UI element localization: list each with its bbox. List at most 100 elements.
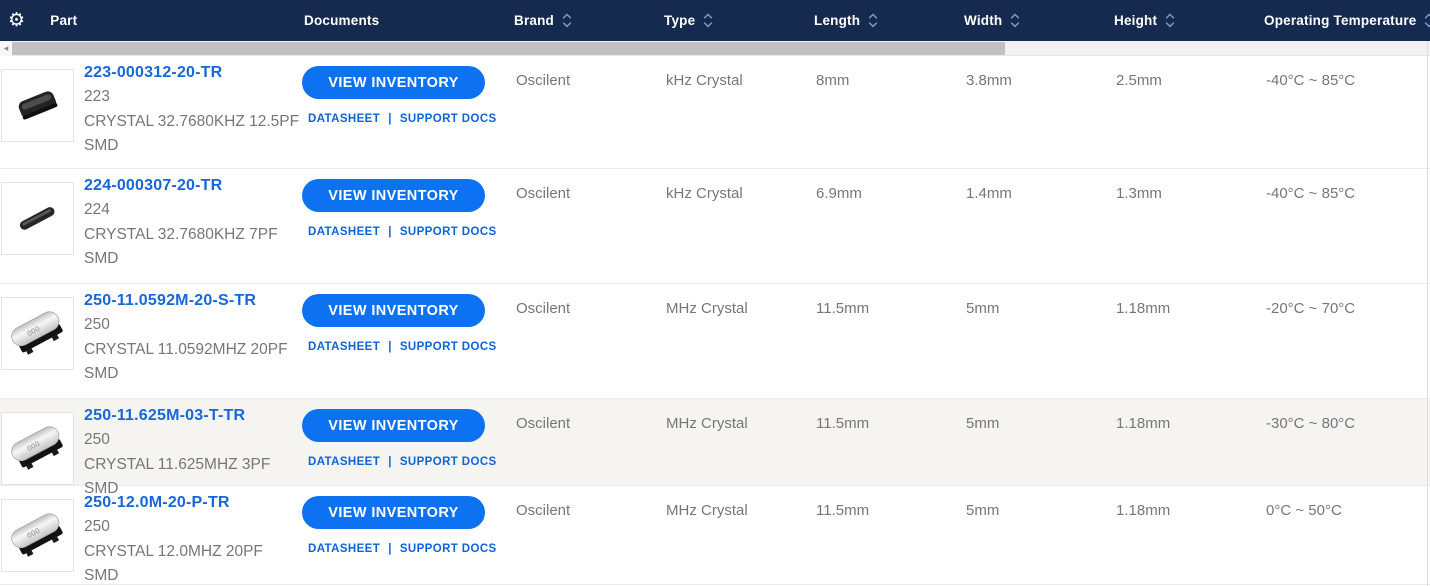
sort-arrows-icon [1164, 12, 1176, 29]
scroll-left-arrow-icon[interactable]: ◂ [0, 41, 12, 56]
horizontal-scrollbar-thumb[interactable] [12, 42, 1005, 55]
column-header-documents: Documents [300, 13, 510, 28]
view-inventory-button[interactable]: VIEW INVENTORY [302, 294, 485, 327]
column-header-label: Documents [304, 13, 380, 28]
part-number-link[interactable]: 250-11.625M-03-T-TR [84, 407, 246, 424]
length-cell: 11.5mm [816, 502, 870, 519]
operating-temperature-cell: -40°C ~ 85°C [1266, 185, 1356, 202]
datasheet-link[interactable]: DATASHEET [308, 341, 381, 353]
type-cell: MHz Crystal [666, 415, 748, 432]
column-header-label: Length [814, 13, 861, 28]
part-description: CRYSTAL 12.0MHZ 20PF SMD [84, 542, 263, 585]
length-cell: 11.5mm [816, 300, 870, 317]
product-photo[interactable]: 000 [1, 412, 74, 485]
view-inventory-button[interactable]: VIEW INVENTORY [302, 66, 485, 99]
gear-icon[interactable]: ⚙ [8, 10, 26, 31]
documents-cell: VIEW INVENTORY DATASHEET | SUPPORT DOCS [300, 56, 510, 168]
part-cell: 224-000307-20-TR 224 CRYSTAL 32.7680KHZ … [0, 169, 300, 283]
height-cell: 2.5mm [1116, 72, 1162, 89]
width-cell: 1.4mm [966, 185, 1012, 202]
datasheet-link[interactable]: DATASHEET [308, 543, 381, 555]
column-header-operating-temperature[interactable]: Operating Temperature [1260, 12, 1430, 29]
document-links: DATASHEET | SUPPORT DOCS [302, 341, 510, 353]
view-inventory-button[interactable]: VIEW INVENTORY [302, 409, 485, 442]
length-cell: 6.9mm [816, 185, 862, 202]
part-number-link[interactable]: 250-12.0M-20-P-TR [84, 494, 230, 511]
part-cell: 000 250-11.0592M-20-S-TR 250 CRYSTAL 11.… [0, 284, 300, 398]
operating-temperature-cell: -40°C ~ 85°C [1266, 72, 1356, 89]
column-header-label: Type [664, 13, 696, 28]
column-header-label: Width [964, 13, 1003, 28]
product-photo[interactable] [1, 69, 74, 142]
smd-crystal-image [18, 91, 58, 120]
link-separator: | [388, 543, 392, 555]
datasheet-link[interactable]: DATASHEET [308, 113, 381, 125]
brand-cell: Oscilent [516, 502, 571, 519]
column-header-length[interactable]: Length [810, 12, 960, 29]
brand-cell: Oscilent [516, 185, 571, 202]
part-description: CRYSTAL 11.0592MHZ 20PF SMD [84, 340, 288, 383]
length-cell: 11.5mm [816, 415, 870, 432]
type-cell: kHz Crystal [666, 72, 743, 89]
column-header-height[interactable]: Height [1110, 12, 1260, 29]
type-cell: kHz Crystal [666, 185, 743, 202]
view-inventory-button[interactable]: VIEW INVENTORY [302, 179, 485, 212]
link-separator: | [388, 341, 392, 353]
datasheet-link[interactable]: DATASHEET [308, 226, 381, 238]
sort-arrows-icon [867, 12, 879, 29]
right-edge-divider [1427, 41, 1428, 586]
column-header-type[interactable]: Type [660, 12, 810, 29]
column-header-width[interactable]: Width [960, 12, 1110, 29]
product-photo[interactable] [1, 182, 74, 255]
brand-cell: Oscilent [516, 415, 571, 432]
part-number-link[interactable]: 223-000312-20-TR [84, 64, 223, 81]
column-header-label: Operating Temperature [1264, 13, 1417, 28]
length-cell: 8mm [816, 72, 850, 89]
table-row: 000 250-12.0M-20-P-TR 250 CRYSTAL 12.0MH… [0, 486, 1430, 585]
product-photo[interactable]: 000 [1, 297, 74, 370]
documents-cell: VIEW INVENTORY DATASHEET | SUPPORT DOCS [300, 399, 510, 502]
product-photo[interactable]: 000 [1, 499, 74, 572]
height-cell: 1.3mm [1116, 185, 1162, 202]
documents-cell: VIEW INVENTORY DATASHEET | SUPPORT DOCS [300, 486, 510, 586]
type-cell: MHz Crystal [666, 502, 748, 519]
type-cell: MHz Crystal [666, 300, 748, 317]
table-row: 223-000312-20-TR 223 CRYSTAL 32.7680KHZ … [0, 56, 1430, 169]
brand-cell: Oscilent [516, 300, 571, 317]
sort-arrows-icon [561, 12, 573, 29]
column-header-part: ⚙ Part [0, 11, 300, 30]
support-docs-link[interactable]: SUPPORT DOCS [399, 113, 497, 125]
documents-cell: VIEW INVENTORY DATASHEET | SUPPORT DOCS [300, 284, 510, 398]
column-header-label: Brand [514, 13, 555, 28]
part-text: 250-11.625M-03-T-TR 250 CRYSTAL 11.625MH… [84, 407, 300, 502]
support-docs-link[interactable]: SUPPORT DOCS [399, 456, 497, 468]
support-docs-link[interactable]: SUPPORT DOCS [399, 341, 497, 353]
support-docs-link[interactable]: SUPPORT DOCS [399, 543, 497, 555]
width-cell: 5mm [966, 502, 1000, 519]
part-text: 250-11.0592M-20-S-TR 250 CRYSTAL 11.0592… [84, 292, 300, 398]
part-description: CRYSTAL 32.7680KHZ 7PF SMD [84, 225, 278, 268]
view-inventory-button[interactable]: VIEW INVENTORY [302, 496, 485, 529]
support-docs-link[interactable]: SUPPORT DOCS [399, 226, 497, 238]
column-header-brand[interactable]: Brand [510, 12, 660, 29]
horizontal-scrollbar[interactable]: ◂ [0, 41, 1430, 56]
part-series: 250 [84, 316, 110, 333]
part-number-link[interactable]: 224-000307-20-TR [84, 177, 223, 194]
brand-cell: Oscilent [516, 72, 571, 89]
part-series: 250 [84, 431, 110, 448]
part-text: 224-000307-20-TR 224 CRYSTAL 32.7680KHZ … [84, 177, 300, 283]
table-row-highlighted: 000 250-11.625M-03-T-TR 250 CRYSTAL 11.6… [0, 399, 1430, 497]
link-separator: | [388, 226, 392, 238]
part-series: 224 [84, 201, 110, 218]
part-number-link[interactable]: 250-11.0592M-20-S-TR [84, 292, 257, 309]
table-row: 224-000307-20-TR 224 CRYSTAL 32.7680KHZ … [0, 169, 1430, 284]
part-cell: 000 250-12.0M-20-P-TR 250 CRYSTAL 12.0MH… [0, 486, 300, 586]
part-text: 223-000312-20-TR 223 CRYSTAL 32.7680KHZ … [84, 64, 300, 168]
part-cell: 223-000312-20-TR 223 CRYSTAL 32.7680KHZ … [0, 56, 300, 168]
sort-arrows-icon [1423, 12, 1430, 29]
width-cell: 5mm [966, 415, 1000, 432]
document-links: DATASHEET | SUPPORT DOCS [302, 543, 510, 555]
datasheet-link[interactable]: DATASHEET [308, 456, 381, 468]
table-row: 000 250-11.0592M-20-S-TR 250 CRYSTAL 11.… [0, 284, 1430, 399]
